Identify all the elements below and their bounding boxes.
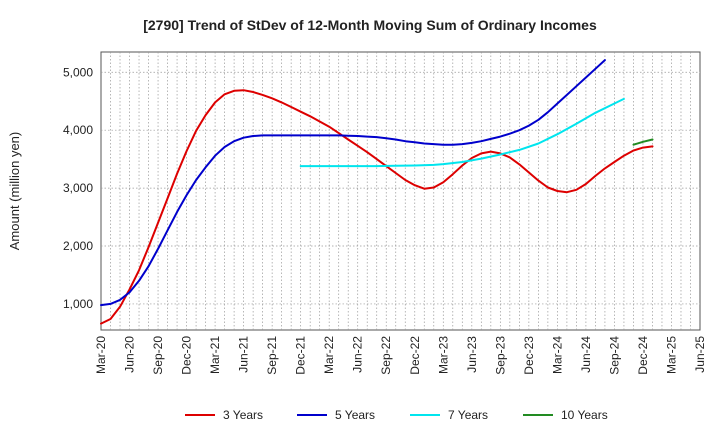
x-tick-label: Sep-23 <box>493 336 507 375</box>
series-lines <box>100 59 654 325</box>
y-tick-label: 5,000 <box>63 65 93 79</box>
x-axis: Mar-20 Jun-20 Sep-20 Dec-20 Mar-21 Jun-21 Sep-… <box>94 336 707 375</box>
plot-background <box>100 51 701 331</box>
y-axis: 1,000 2,000 3,000 4,000 5,000 <box>63 65 93 311</box>
y-tick-label: 3,000 <box>63 181 93 195</box>
x-tick-label: Sep-20 <box>151 336 165 375</box>
x-tick-label: Dec-21 <box>294 336 308 375</box>
x-tick-label: Mar-21 <box>208 336 222 374</box>
x-tick-label: Jun-21 <box>237 336 251 373</box>
x-tick-label: Dec-24 <box>636 336 650 375</box>
series-line-7-years <box>299 97 625 168</box>
x-tick-label: Mar-24 <box>550 336 564 374</box>
legend-label-3-years: 3 Years <box>223 408 263 422</box>
plot-frame <box>100 51 701 331</box>
x-tick-label: Sep-22 <box>379 336 393 375</box>
x-tick-label: Mar-20 <box>94 336 108 374</box>
x-tick-label: Jun-24 <box>579 336 593 373</box>
series-line-3-years <box>100 89 654 325</box>
x-tick-label: Jun-20 <box>123 336 137 373</box>
legend-label-7-years: 7 Years <box>448 408 488 422</box>
x-tick-label: Dec-22 <box>408 336 422 375</box>
x-tick-label: Mar-22 <box>322 336 336 374</box>
x-tick-label: Jun-22 <box>351 336 365 373</box>
legend-label-10-years: 10 Years <box>561 408 608 422</box>
y-tick-label: 1,000 <box>63 297 93 311</box>
grid-lines <box>101 52 700 330</box>
x-tick-label: Dec-23 <box>522 336 536 375</box>
series-line-10-years <box>632 138 654 146</box>
x-tick-label: Dec-20 <box>180 336 194 375</box>
y-tick-label: 4,000 <box>63 123 93 137</box>
x-tick-label: Jun-23 <box>465 336 479 373</box>
x-tick-label: Sep-21 <box>265 336 279 375</box>
x-tick-label: Sep-24 <box>607 336 621 375</box>
legend-label-5-years: 5 Years <box>335 408 375 422</box>
x-tick-label: Mar-25 <box>664 336 678 374</box>
y-tick-label: 2,000 <box>63 239 93 253</box>
legend: 3 Years 5 Years 7 Years 10 Years <box>185 408 608 422</box>
x-tick-label: Jun-25 <box>693 336 707 373</box>
y-axis-label: Amount (million yen) <box>7 132 22 251</box>
x-tick-label: Mar-23 <box>436 336 450 374</box>
series-line-5-years <box>100 59 606 307</box>
chart-title: [2790] Trend of StDev of 12-Month Moving… <box>143 17 597 33</box>
